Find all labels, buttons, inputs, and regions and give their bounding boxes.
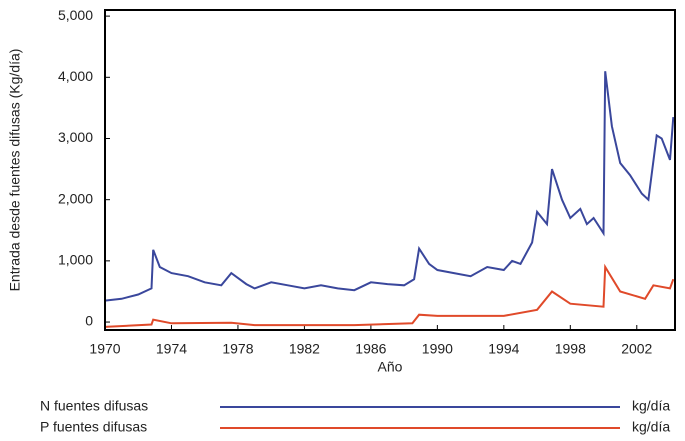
x-tick-label: 1990 <box>422 341 453 357</box>
x-tick-label: 1994 <box>488 341 519 357</box>
series-line <box>104 71 675 302</box>
y-axis-label: Entrada desde fuentes difusas (Kg/día) <box>7 49 23 292</box>
y-tick-label: 1,000 <box>58 252 93 268</box>
x-tick-label: 1998 <box>555 341 586 357</box>
legend-unit: kg/día <box>632 419 670 435</box>
x-tick-label: 1978 <box>222 341 253 357</box>
x-tick-label: 1974 <box>156 341 187 357</box>
legend-unit: kg/día <box>632 398 670 414</box>
y-tick-label: 3,000 <box>58 129 93 145</box>
x-axis-label: Año <box>378 359 403 375</box>
y-tick-label: 0 <box>85 313 93 329</box>
plot-frame <box>104 9 676 331</box>
legend-label: N fuentes difusas <box>40 398 148 414</box>
y-tick-label: 5,000 <box>58 7 93 23</box>
x-tick-label: 2002 <box>621 341 652 357</box>
x-tick-label: 1986 <box>355 341 386 357</box>
series-line <box>104 263 675 328</box>
x-tick-label: 1970 <box>89 341 120 357</box>
x-tick-label: 1982 <box>289 341 320 357</box>
y-tick-label: 2,000 <box>58 190 93 206</box>
legend-label: P fuentes difusas <box>40 419 147 435</box>
y-tick-label: 4,000 <box>58 68 93 84</box>
